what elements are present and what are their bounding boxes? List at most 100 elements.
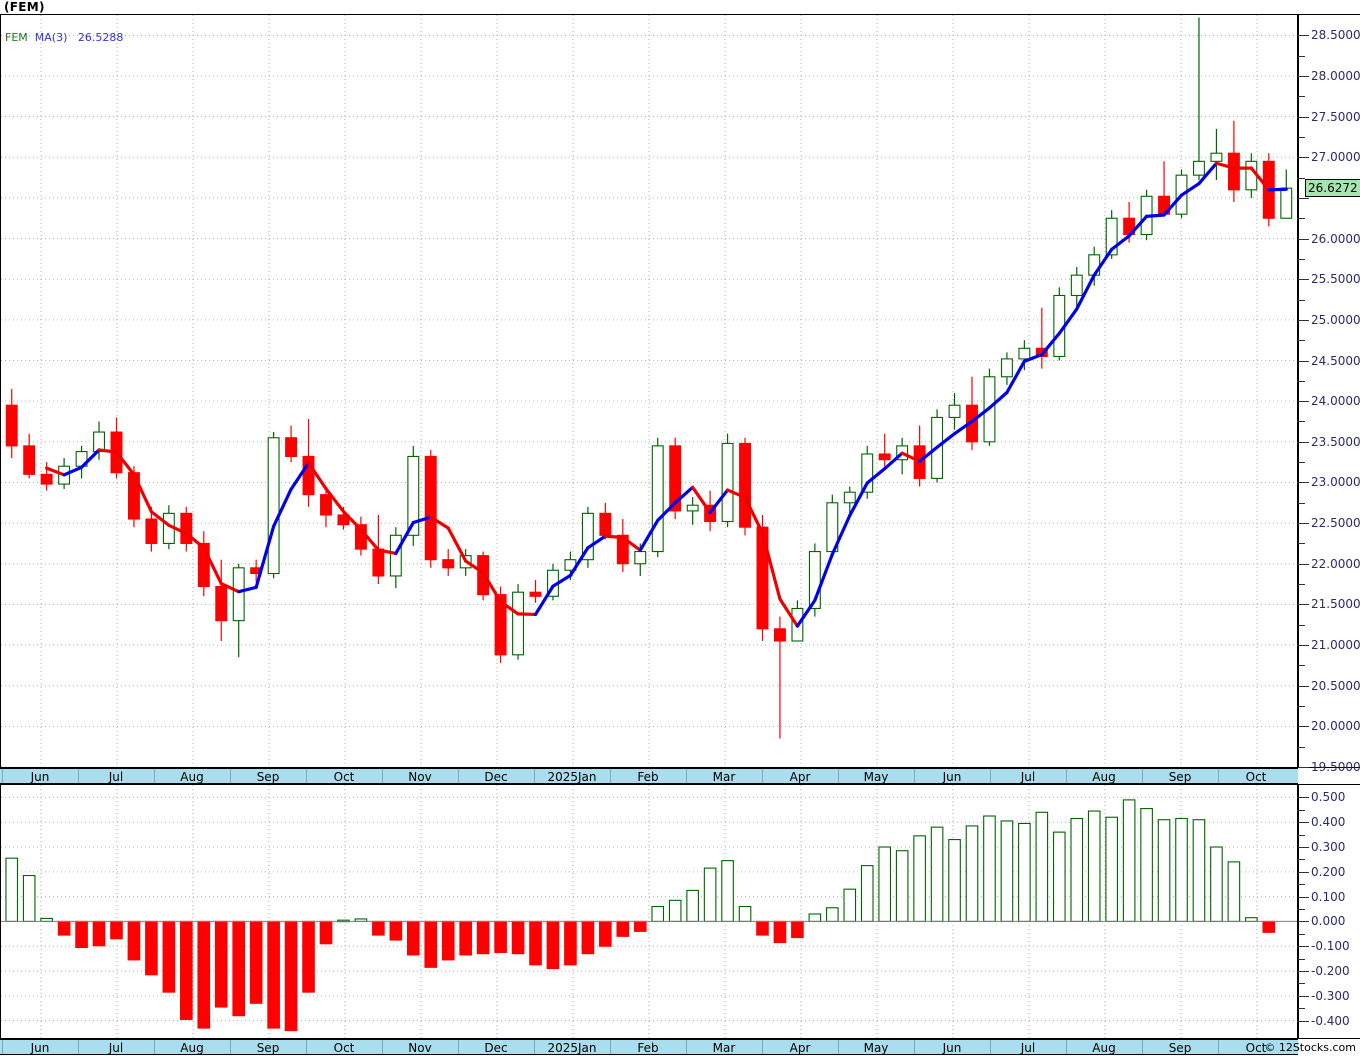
price-tick [1298,35,1309,37]
page-title: (FEM) [4,0,45,14]
month-separator [838,769,839,783]
price-tick-label: 20.0000 [1311,719,1360,734]
price-tick [1298,157,1309,159]
price-tick-minor [1298,340,1305,342]
month-separator [78,1040,79,1054]
month-separator [762,1040,763,1054]
macd-tick-label: 0.200 [1311,864,1346,879]
macd-tick-minor [1298,834,1305,836]
macd-tick [1298,847,1309,848]
price-tick [1298,319,1309,321]
month-label-price-5: Nov [408,770,432,784]
macd-tick-label: 0.300 [1311,840,1346,854]
month-label-price-15: Sep [1168,770,1192,784]
macd-tick [1298,797,1309,799]
month-separator [990,1040,991,1054]
month-separator [458,769,459,783]
price-tick-label: 25.5000 [1311,272,1360,287]
macd-tick-minor [1298,884,1305,886]
month-separator [686,769,687,783]
month-separator [686,1040,687,1054]
price-tick [1298,197,1309,199]
macd-tick [1298,871,1309,873]
price-tick-minor [1298,462,1305,464]
price-tick [1298,604,1309,606]
month-label-macd-4: Oct [333,1041,355,1055]
macd-tick-label: -0.400 [1311,1013,1350,1028]
macd-tick-minor [1298,958,1305,960]
price-axis: 28.500028.000027.500027.000026.500026.00… [1298,14,1360,774]
price-tick-minor [1298,421,1305,423]
month-label-macd-5: Nov [408,1041,432,1055]
macd-tick-minor [1298,983,1305,985]
price-tick [1298,563,1309,565]
price-tick-minor [1298,706,1305,708]
month-label-price-14: Aug [1092,770,1116,784]
price-tick-minor [1298,258,1305,260]
month-separator [458,1040,459,1054]
month-label-macd-0: Jun [30,1041,50,1055]
macd-tick-minor [1298,809,1305,811]
month-separator [534,769,535,783]
price-tick-label: 21.5000 [1311,597,1360,612]
macd-tick-label: 0.500 [1311,790,1346,805]
month-separator [838,1040,839,1054]
price-tick-label: 22.5000 [1311,516,1360,531]
macd-month-axis: Jun Jul Aug Sep Oct Nov Dec 2025Jan Feb Mar Apr May… [0,1039,1298,1055]
price-tick [1298,685,1309,687]
month-label-price-12: Jun [942,770,962,784]
price-tick-label: 28.5000 [1311,28,1360,43]
price-tick-minor [1298,380,1305,382]
month-label-macd-8: Feb [637,1041,659,1055]
month-label-macd-14: Aug [1092,1041,1116,1055]
macd-tick-label: -0.200 [1311,964,1350,979]
macd-axis: 0.500 0.400 0.300 0.200 0.100 0.000 -0.100 -0.2… [1298,784,1360,1039]
macd-chart-panel: MACD(26,12,9) MACD:-0.044 [0,784,1298,1039]
price-tick [1298,116,1309,118]
month-label-macd-10: Apr [789,1041,811,1055]
price-tick [1298,238,1309,240]
price-tick-minor [1298,624,1305,626]
macd-tick-label: 0.400 [1311,815,1346,830]
month-label-macd-6: Dec [484,1041,508,1055]
month-separator [1142,769,1143,783]
macd-tick-label: -0.100 [1311,939,1350,954]
month-separator [610,769,611,783]
month-label-price-9: Mar [712,770,736,784]
month-separator [1218,1040,1219,1054]
price-axis-line [1298,15,1299,767]
price-tick-minor [1298,746,1305,748]
price-tick-minor [1298,299,1305,301]
month-label-price-16: Oct [1245,770,1267,784]
price-tick-label: 28.0000 [1311,68,1360,83]
legend-ma-value: 26.5288 [77,31,124,44]
price-tick-label: 24.5000 [1311,353,1360,368]
price-month-axis: Jun Jul Aug Sep Oct Nov Dec 2025Jan Feb Mar Apr May… [0,768,1298,784]
price-tick-label: 27.5000 [1311,109,1360,124]
macd-tick [1298,995,1309,997]
price-tick-label: 23.0000 [1311,475,1360,490]
current-price-tag: 26.6272 [1305,178,1360,197]
price-tick-minor [1298,55,1305,57]
price-tick [1298,645,1309,647]
macd-tick [1298,822,1309,824]
title-bar: (FEM) [0,0,1360,14]
month-label-price-8: Feb [637,770,659,784]
month-separator [914,769,915,783]
macd-tick [1298,921,1309,923]
month-separator [382,769,383,783]
price-tick-minor [1298,177,1305,179]
month-label-macd-16: Oct [1245,1041,1267,1055]
month-label-price-3: Sep [256,770,280,784]
month-separator [2,769,3,783]
month-separator [382,1040,383,1054]
price-tick [1298,279,1309,281]
month-label-price-1: Jul [108,770,124,784]
macd-tick-minor [1298,859,1305,861]
month-separator [1066,769,1067,783]
macd-axis-line [1298,785,1299,1038]
price-tick [1298,360,1309,362]
price-tick-label: 25.0000 [1311,312,1360,327]
price-tick-label: 26.0000 [1311,231,1360,246]
